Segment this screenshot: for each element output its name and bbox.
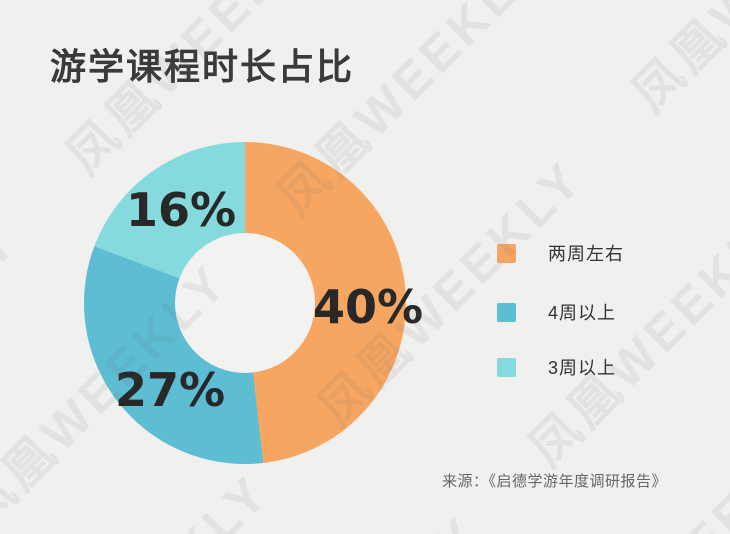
legend-item-two-weeks: 两周左右 <box>497 243 624 264</box>
legend-swatch-cyan <box>497 357 516 377</box>
data-label-three-weeks-plus: 16% <box>125 183 237 237</box>
data-label-two-weeks: 40% <box>312 280 424 334</box>
legend-label: 3周以上 <box>548 358 617 378</box>
legend-label: 4周以上 <box>548 303 617 323</box>
legend-item-three-weeks-plus: 3周以上 <box>497 357 617 378</box>
legend-swatch-orange <box>497 243 516 263</box>
legend-swatch-blue <box>497 302 516 322</box>
legend-item-four-weeks-plus: 4周以上 <box>497 302 617 323</box>
legend-label: 两周左右 <box>548 244 624 264</box>
source-note: 来源：《启德学游年度调研报告》 <box>442 473 668 490</box>
donut-chart <box>84 142 406 464</box>
data-label-four-weeks-plus: 27% <box>114 363 226 417</box>
chart-title: 游学课程时长占比 <box>50 46 355 87</box>
donut-hole <box>175 233 315 373</box>
